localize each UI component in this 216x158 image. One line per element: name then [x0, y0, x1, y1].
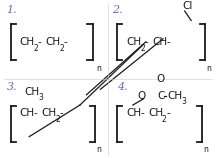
Text: -: -	[64, 37, 67, 47]
Text: 1.: 1.	[6, 5, 17, 15]
Text: -: -	[59, 108, 63, 118]
Text: -: -	[166, 37, 170, 47]
Text: CH: CH	[167, 91, 183, 101]
Text: -: -	[145, 37, 148, 47]
Text: Cl: Cl	[183, 1, 193, 11]
Text: n: n	[96, 64, 101, 73]
Text: CH: CH	[126, 37, 141, 47]
Text: CH: CH	[152, 37, 167, 47]
Text: -: -	[33, 108, 37, 118]
Text: -: -	[166, 108, 170, 118]
Text: CH: CH	[45, 37, 60, 47]
Text: C: C	[157, 91, 165, 101]
Text: n: n	[206, 64, 211, 73]
Text: 4.: 4.	[117, 82, 127, 92]
Text: n: n	[96, 145, 101, 154]
Text: 3: 3	[39, 94, 44, 102]
Text: CH: CH	[41, 108, 56, 118]
Text: 2: 2	[55, 115, 60, 124]
Text: 2: 2	[162, 115, 167, 124]
Text: CH: CH	[148, 108, 163, 118]
Text: 3.: 3.	[6, 82, 17, 92]
Text: CH: CH	[25, 87, 40, 97]
Text: 2.: 2.	[112, 5, 123, 15]
Text: CH: CH	[19, 37, 35, 47]
Text: n: n	[203, 145, 208, 154]
Text: O: O	[157, 74, 165, 84]
Text: -: -	[140, 108, 144, 118]
Text: -: -	[38, 37, 41, 47]
Text: 2: 2	[59, 44, 64, 53]
Text: O: O	[137, 91, 146, 101]
Text: CH: CH	[19, 108, 35, 118]
Text: 2: 2	[33, 44, 38, 53]
Text: 2: 2	[140, 44, 145, 53]
Text: 3: 3	[181, 97, 186, 106]
Text: CH: CH	[126, 108, 141, 118]
